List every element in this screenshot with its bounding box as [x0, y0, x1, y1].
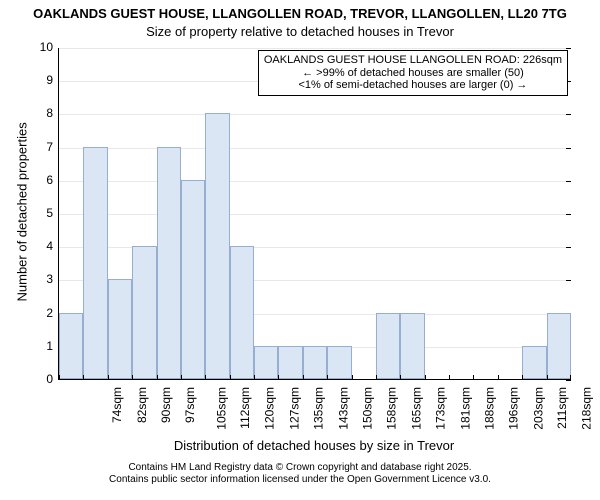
footer-line: Contains public sector information licen…: [0, 474, 600, 486]
xtick-mark: [473, 375, 474, 380]
xtick-mark: [522, 375, 523, 380]
xtick-label: 74sqm: [110, 381, 124, 423]
chart-title: OAKLANDS GUEST HOUSE, LLANGOLLEN ROAD, T…: [0, 6, 600, 21]
ytick-label: 7: [46, 140, 59, 154]
histogram-bar: [303, 346, 327, 379]
xtick-label: 82sqm: [135, 381, 149, 423]
annotation-box: OAKLANDS GUEST HOUSE LLANGOLLEN ROAD: 22…: [258, 50, 568, 96]
annotation-line: ← >99% of detached houses are smaller (5…: [264, 67, 562, 80]
xtick-mark: [376, 375, 377, 380]
gridline: [59, 114, 570, 115]
xtick-mark: [303, 375, 304, 380]
ytick-label: 3: [46, 272, 59, 286]
chart-subtitle: Size of property relative to detached ho…: [0, 24, 600, 39]
xtick-mark: [157, 375, 158, 380]
histogram-bar: [327, 346, 351, 379]
histogram-bar: [522, 346, 546, 379]
ytick-label: 1: [46, 339, 59, 353]
xtick-mark: [327, 375, 328, 380]
xtick-mark: [59, 375, 60, 380]
xtick-mark: [570, 375, 571, 380]
ytick-label: 2: [46, 306, 59, 320]
xtick-mark: [132, 375, 133, 380]
xtick-label: 112sqm: [238, 381, 252, 429]
histogram-bar: [547, 313, 571, 379]
xtick-label: 211sqm: [555, 381, 569, 429]
xtick-label: 158sqm: [385, 381, 399, 430]
xtick-mark: [83, 375, 84, 380]
histogram-bar: [59, 313, 83, 379]
plot-area: 01234567891074sqm82sqm90sqm97sqm105sqm11…: [58, 48, 570, 380]
xtick-label: 165sqm: [409, 381, 423, 430]
xtick-mark: [547, 375, 548, 380]
histogram-bar: [181, 180, 205, 379]
ytick-mark: [566, 280, 571, 281]
annotation-line: <1% of semi-detached houses are larger (…: [264, 79, 562, 92]
xtick-mark: [498, 375, 499, 380]
ytick-mark: [566, 114, 571, 115]
ytick-label: 9: [46, 73, 59, 87]
histogram-bar: [230, 246, 254, 379]
xtick-label: 127sqm: [288, 381, 302, 430]
xtick-label: 218sqm: [580, 381, 594, 430]
histogram-bar: [400, 313, 424, 379]
histogram-bar: [376, 313, 400, 379]
ytick-mark: [566, 214, 571, 215]
ytick-mark: [566, 48, 571, 49]
histogram-bar: [83, 147, 107, 379]
xtick-label: 135sqm: [312, 381, 326, 430]
xtick-label: 90sqm: [159, 381, 173, 423]
footer-attribution: Contains HM Land Registry data © Crown c…: [0, 462, 600, 486]
xtick-label: 196sqm: [507, 381, 521, 430]
annotation-line: OAKLANDS GUEST HOUSE LLANGOLLEN ROAD: 22…: [264, 54, 562, 67]
xtick-mark: [449, 375, 450, 380]
xtick-label: 173sqm: [434, 381, 448, 430]
xtick-label: 188sqm: [483, 381, 497, 430]
ytick-label: 0: [46, 372, 59, 386]
xtick-label: 150sqm: [361, 381, 375, 430]
xtick-mark: [400, 375, 401, 380]
xtick-mark: [108, 375, 109, 380]
ytick-mark: [566, 148, 571, 149]
histogram-bar: [132, 246, 156, 379]
x-axis-label: Distribution of detached houses by size …: [58, 438, 570, 453]
y-axis-label: Number of detached properties: [15, 122, 30, 302]
ytick-label: 5: [46, 206, 59, 220]
xtick-mark: [254, 375, 255, 380]
ytick-mark: [566, 247, 571, 248]
xtick-label: 120sqm: [263, 381, 277, 430]
histogram-bar: [157, 147, 181, 379]
gridline: [59, 214, 570, 215]
xtick-mark: [230, 375, 231, 380]
xtick-label: 97sqm: [183, 381, 197, 423]
xtick-label: 105sqm: [214, 381, 228, 430]
ytick-label: 6: [46, 173, 59, 187]
histogram-bar: [254, 346, 278, 379]
histogram-bar: [205, 113, 229, 379]
xtick-mark: [352, 375, 353, 380]
xtick-mark: [278, 375, 279, 380]
ytick-mark: [566, 181, 571, 182]
ytick-label: 10: [40, 40, 59, 54]
xtick-label: 181sqm: [458, 381, 472, 430]
gridline: [59, 148, 570, 149]
ytick-label: 8: [46, 106, 59, 120]
xtick-mark: [425, 375, 426, 380]
xtick-label: 203sqm: [531, 381, 545, 430]
gridline: [59, 181, 570, 182]
histogram-bar: [108, 279, 132, 379]
footer-line: Contains HM Land Registry data © Crown c…: [0, 462, 600, 474]
xtick-mark: [181, 375, 182, 380]
gridline: [59, 48, 570, 49]
xtick-label: 143sqm: [336, 381, 350, 430]
histogram-bar: [278, 346, 302, 379]
xtick-mark: [205, 375, 206, 380]
ytick-label: 4: [46, 239, 59, 253]
